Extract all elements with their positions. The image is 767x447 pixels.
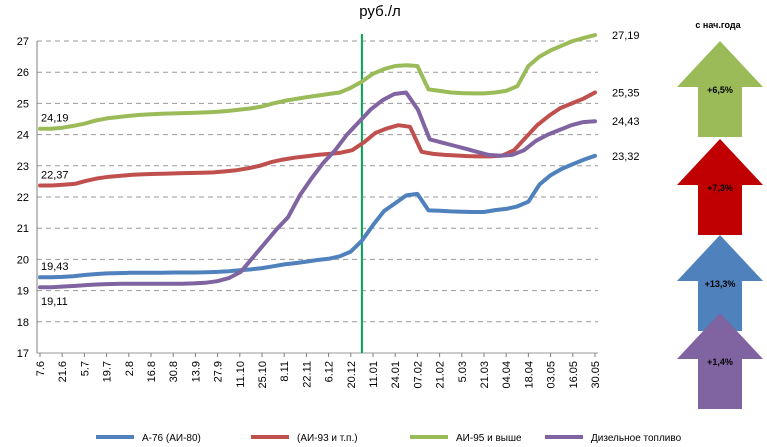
- y-tick-label: 19: [17, 286, 29, 298]
- unit-label: руб./л: [359, 3, 401, 20]
- data-label: 24,19: [41, 113, 69, 125]
- legend-label: А-76 (АИ-80): [142, 433, 201, 444]
- data-label: 19,43: [41, 261, 69, 273]
- legend: А-76 (АИ-80) (АИ-93 и т.п.) АИ-95 и выше Ди…: [96, 433, 682, 444]
- legend-label: (АИ-93 и т.п.): [297, 433, 358, 444]
- x-tick-label: 5.7: [79, 361, 91, 376]
- y-tick-label: 27: [17, 36, 29, 48]
- x-tick-label: 21.03: [479, 361, 491, 389]
- grid: [36, 40, 598, 354]
- y-tick-label: 17: [17, 348, 29, 360]
- y-tick-label: 22: [17, 192, 29, 204]
- x-tick-label: 30.8: [168, 361, 180, 382]
- growth-arrow-label: +6,5%: [707, 85, 733, 95]
- y-tick-label: 25: [17, 98, 29, 110]
- x-tick-label: 03.05: [546, 361, 558, 389]
- growth-arrow-label: +1,4%: [707, 357, 733, 367]
- data-label: 22,37: [41, 169, 69, 181]
- x-tick-label: 2.8: [124, 361, 136, 376]
- side-panel-title: с нач.года: [695, 20, 741, 30]
- x-tick-label: 25.10: [257, 361, 269, 389]
- y-tick-label: 26: [17, 67, 29, 79]
- x-tick-label: 07.02: [412, 361, 424, 389]
- x-tick-label: 8.11: [279, 361, 291, 382]
- data-label: 23,32: [612, 151, 640, 163]
- series-line-3: [38, 90, 597, 290]
- x-tick-label: 21.02: [435, 361, 447, 389]
- x-tick-label: 21.6: [57, 361, 69, 382]
- x-tick-label: 22.11: [301, 361, 313, 388]
- x-tick-label: 30.05: [590, 361, 602, 389]
- y-tick-label: 20: [17, 254, 29, 266]
- x-tick-label: 6.12: [324, 361, 336, 382]
- x-tick-label: 20.12: [346, 361, 358, 389]
- x-tick-label: 5.03: [457, 361, 469, 382]
- data-label: 25,35: [612, 87, 640, 99]
- legend-label: Дизельное топливо: [591, 433, 682, 444]
- x-tick-label: 24.01: [390, 361, 402, 389]
- y-tick-label: 18: [17, 317, 29, 329]
- x-tick-label: 11.01: [368, 361, 380, 388]
- x-tick-label: 13.9: [190, 361, 202, 382]
- series-line-0: [38, 153, 597, 280]
- x-tick-label: 27.9: [213, 361, 225, 382]
- y-tick-label: 21: [17, 223, 29, 235]
- growth-arrow: [677, 41, 763, 137]
- legend-label: АИ-95 и выше: [456, 433, 522, 444]
- y-axis-ticks: 17 18 19 20 21 22 23 24 25 26 27: [17, 36, 29, 360]
- growth-arrow-label: +13,3%: [705, 279, 736, 289]
- x-tick-label: 18.04: [523, 361, 535, 389]
- data-labels: 24,19 22,37 19,43 19,11 27,19 25,35 24,43 23,32: [41, 30, 640, 308]
- data-label: 19,11: [41, 296, 68, 308]
- data-label: 24,43: [612, 116, 640, 128]
- x-axis-ticks: 7.6 21.6 5.7 19.7 2.8 16.8 30.8 13.9 27.9 11.10 25…: [35, 353, 602, 389]
- growth-arrow: [677, 235, 763, 331]
- side-panel-arrows: +6,5% +7,3% +13,3% +1,4%: [677, 41, 763, 409]
- x-tick-label: 16.8: [146, 361, 158, 382]
- growth-arrow: [677, 139, 763, 235]
- y-tick-label: 24: [17, 130, 29, 142]
- x-tick-label: 19.7: [102, 361, 114, 382]
- x-tick-label: 7.6: [35, 361, 47, 376]
- x-tick-label: 16.05: [568, 361, 580, 389]
- data-label: 27,19: [612, 30, 640, 42]
- growth-arrow-label: +7,3%: [707, 183, 733, 193]
- series-lines: [38, 33, 597, 290]
- growth-arrow: [677, 313, 763, 409]
- y-tick-label: 23: [17, 161, 29, 173]
- x-tick-label: 11.10: [235, 361, 247, 388]
- series-line-2: [38, 33, 597, 131]
- x-tick-label: 04.04: [501, 361, 513, 389]
